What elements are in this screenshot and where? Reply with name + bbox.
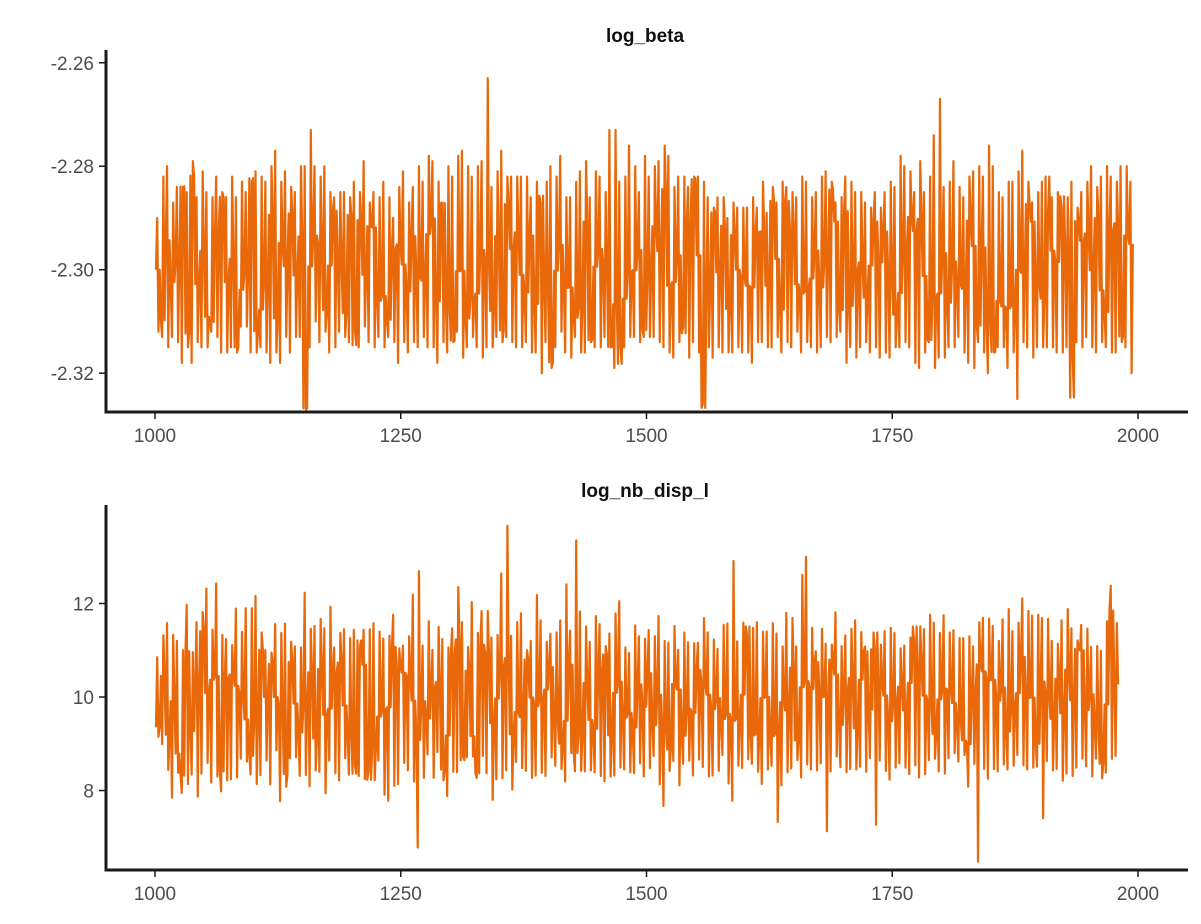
log-beta-panel: log_beta 1000 1250 1500 1750 2000 -2.32 -2.30 -… [51,26,1188,447]
log-beta-x-tick-label-1750: 1750 [871,426,913,447]
log-nb-disp-l-x-tick-label-1500: 1500 [625,884,667,905]
log-nb-disp-l-y-tick-label-1: 10 [73,688,94,709]
log-nb-disp-l-x-tick-label-1750: 1750 [871,884,913,905]
log-nb-disp-l-x-tick-label-2000: 2000 [1117,884,1159,905]
log-beta-y-tick-label-0: -2.32 [51,364,94,385]
log-nb-disp-l-trace-line [154,524,1120,863]
log-beta-y-tick-label-3: -2.26 [51,54,94,75]
log-beta-ticks: 1000 1250 1500 1750 2000 -2.32 -2.30 -2.28 -2.26 [51,54,1159,447]
log-nb-disp-l-title: log_nb_disp_l [581,481,709,502]
log-beta-y-tick-label-1: -2.30 [51,261,94,282]
log-beta-x-tick-label-1500: 1500 [625,426,667,447]
log-nb-disp-l-ticks: 1000 1250 1500 1750 2000 8 10 12 [73,595,1159,905]
log-beta-title: log_beta [606,26,685,47]
log-beta-x-tick-label-1000: 1000 [134,426,176,447]
log-beta-trace-line [154,77,1134,411]
log-nb-disp-l-y-tick-label-2: 12 [73,595,94,616]
log-nb-disp-l-y-tick-label-0: 8 [83,782,94,803]
log-nb-disp-l-x-tick-label-1000: 1000 [134,884,176,905]
log-beta-y-tick-label-2: -2.28 [51,157,94,178]
log-beta-x-tick-label-1250: 1250 [380,426,422,447]
log-beta-x-tick-label-2000: 2000 [1117,426,1159,447]
log-nb-disp-l-x-tick-label-1250: 1250 [380,884,422,905]
log-nb-disp-l-panel: log_nb_disp_l 1000 1250 1500 1750 2000 8 10 12 [73,481,1188,905]
